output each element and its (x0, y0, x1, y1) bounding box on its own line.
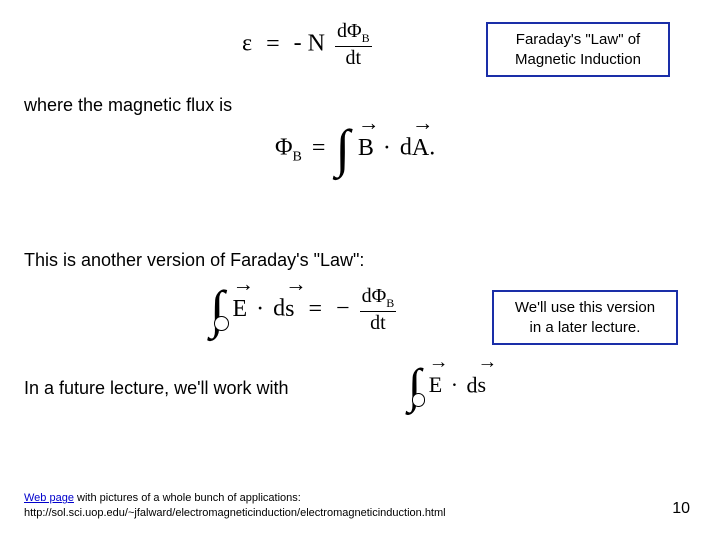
vector-s-2: →s (478, 372, 487, 398)
callout-faraday-law: Faraday's "Law" of Magnetic Induction (486, 22, 670, 77)
footnote-url: http://sol.sci.uop.edu/~jfalward/electro… (24, 507, 446, 519)
vector-b: →B (358, 135, 374, 162)
slide: ε = - N dΦB dt Faraday's "Law" of Magnet… (0, 0, 720, 540)
footnote-link[interactable]: Web page (24, 492, 74, 504)
footnote-rest: with pictures of a whole bunch of applic… (74, 492, 301, 504)
footnote: Web page with pictures of a whole bunch … (24, 491, 584, 520)
fraction-dphi-dt-2: dΦB dt (360, 285, 397, 335)
closed-integral-sign-2: ∫ (408, 368, 421, 407)
equation-line-integral: ∫ →E · d→s = − dΦB dt (210, 285, 396, 335)
minus: - (294, 30, 302, 56)
callout2-line2: in a later lecture. (504, 318, 666, 338)
emf-symbol: ε (242, 31, 252, 57)
coeff-n: N (308, 31, 325, 57)
vector-a: →A (412, 135, 429, 162)
callout-later-lecture: We'll use this version in a later lectur… (492, 290, 678, 345)
vector-e-2: →E (429, 372, 442, 398)
integral-sign: ∫ (335, 128, 349, 170)
vector-s: →s (285, 296, 294, 323)
closed-integral-sign: ∫ (210, 289, 224, 331)
equation-inline-integral: ∫ →E · d→s (408, 368, 486, 407)
fraction-dphi-dt: dΦB dt (335, 20, 372, 70)
text-future-lecture: In a future lecture, we'll work with (24, 378, 289, 399)
vector-e: →E (232, 296, 247, 323)
equation-emf: ε = - N dΦB dt (242, 20, 372, 70)
callout-line2: Magnetic Induction (498, 50, 658, 70)
text-another-version: This is another version of Faraday's "La… (24, 250, 364, 271)
page-number: 10 (672, 500, 690, 518)
equation-flux: ΦB = ∫ →B · d→A. (275, 128, 435, 170)
callout2-line1: We'll use this version (504, 298, 666, 318)
equals: = (258, 31, 288, 57)
callout-line1: Faraday's "Law" of (498, 30, 658, 50)
text-magnetic-flux: where the magnetic flux is (24, 95, 232, 116)
